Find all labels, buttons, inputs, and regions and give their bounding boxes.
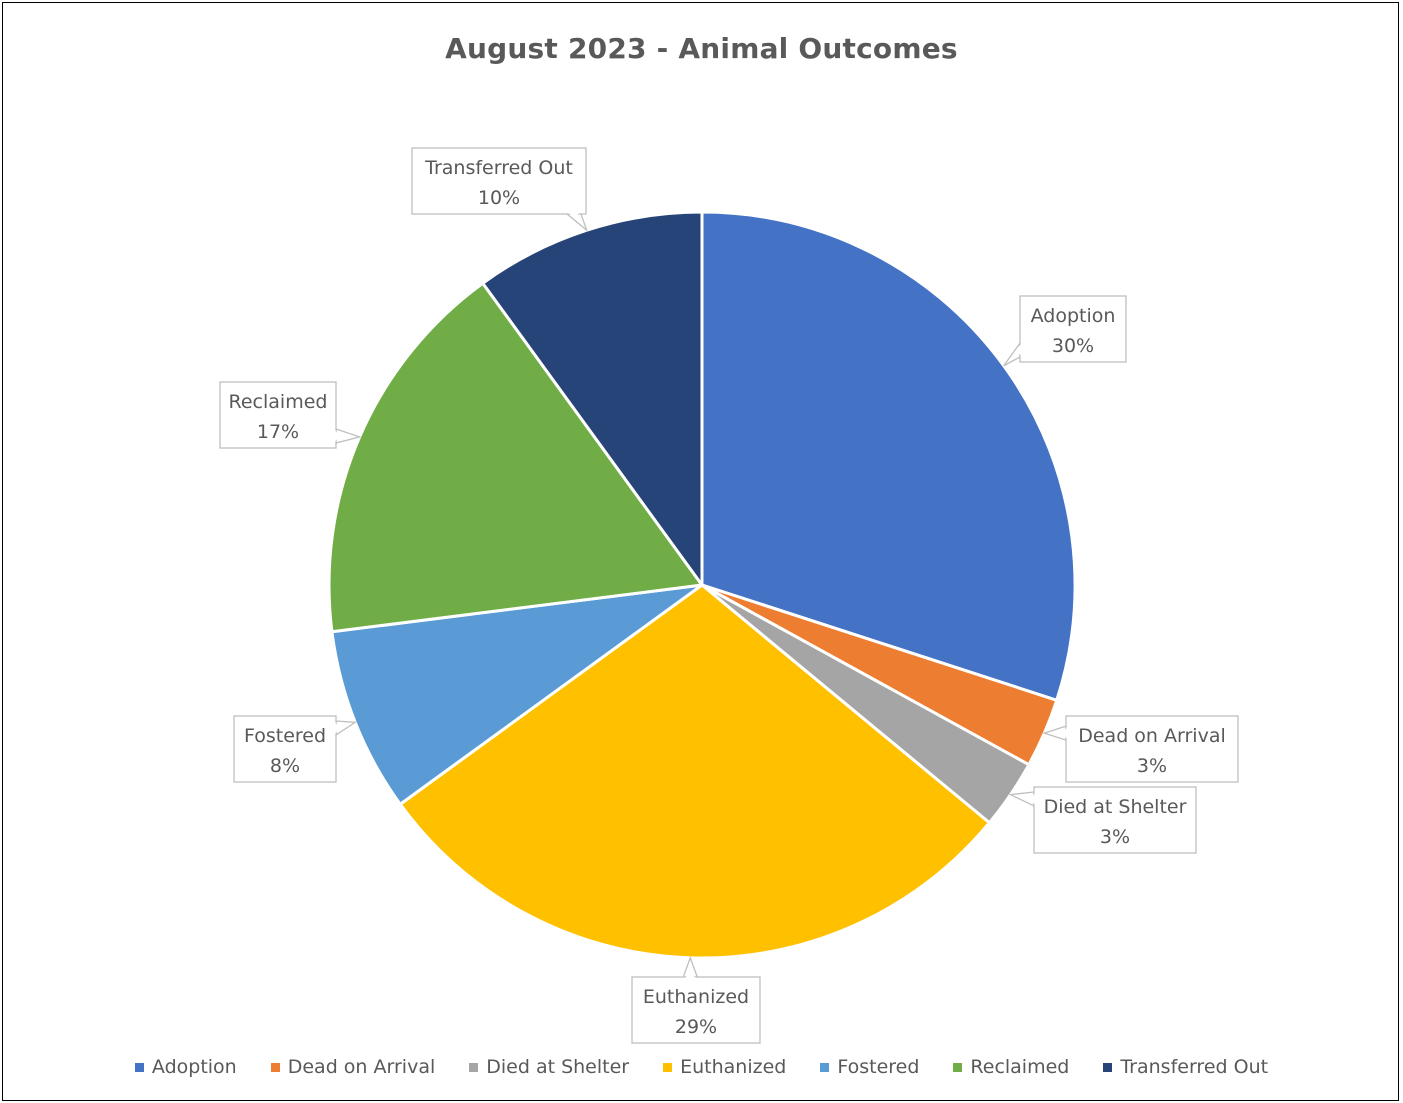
legend-item-fostered: Fostered: [820, 1056, 919, 1078]
callout-seam: [334, 429, 339, 443]
callout-reclaimed: Reclaimed 17%: [219, 381, 362, 449]
callout-seam: [1017, 343, 1022, 357]
legend-swatch: [469, 1062, 479, 1072]
legend-label: Reclaimed: [970, 1056, 1070, 1078]
legend-item-transferred-out: Transferred Out: [1103, 1056, 1268, 1078]
callout-pointer: [1008, 791, 1035, 808]
data-label-value: 3%: [1137, 755, 1167, 777]
callout-dead-on-arrival: Dead on Arrival 3%: [1042, 715, 1239, 783]
data-label-category: Transferred Out: [424, 157, 573, 179]
callout-box: [1065, 715, 1239, 783]
legend-swatch: [134, 1062, 144, 1072]
callout-adoption: Adoption 30%: [1003, 295, 1127, 367]
callout-died-at-shelter: Died at Shelter 3%: [1008, 786, 1197, 854]
callout-box: [219, 381, 337, 449]
legend-swatch: [663, 1062, 673, 1072]
legend-swatch: [1103, 1062, 1113, 1072]
callout-box: [631, 976, 761, 1044]
callout-transferred-out: Transferred Out 10%: [411, 147, 589, 233]
data-label-value: 30%: [1052, 335, 1094, 357]
legend-swatch: [820, 1062, 830, 1072]
data-label-category: Fostered: [244, 725, 326, 747]
callout-pointer: [335, 428, 362, 444]
callout-seam: [1031, 792, 1036, 806]
data-label-category: Adoption: [1031, 305, 1116, 327]
data-label-value: 29%: [675, 1016, 717, 1038]
legend-label: Transferred Out: [1120, 1056, 1269, 1078]
callout-seam: [567, 212, 581, 217]
callout-pointer: [1003, 340, 1021, 367]
callout-euthanized: Euthanized 29%: [631, 955, 761, 1044]
callout-pointer: [565, 213, 589, 233]
data-label-category: Reclaimed: [229, 391, 328, 413]
callout-seam: [334, 721, 339, 735]
legend-label: Fostered: [837, 1056, 920, 1078]
callout-box: [411, 147, 587, 215]
chart-legend: Adoption Dead on Arrival Died at Shelter Eu…: [0, 1056, 1403, 1078]
pie-slices: [327, 210, 1077, 960]
callout-seam: [684, 974, 697, 979]
data-label-value: 17%: [257, 421, 299, 443]
legend-item-died-at-shelter: Died at Shelter: [469, 1056, 629, 1078]
callout-box: [233, 715, 337, 783]
data-label-category: Euthanized: [643, 986, 749, 1008]
chart-title: August 2023 - Animal Outcomes: [445, 32, 958, 65]
legend-item-adoption: Adoption: [134, 1056, 237, 1078]
data-label-value: 8%: [270, 755, 300, 777]
callout-box: [1033, 786, 1197, 854]
legend-swatch: [270, 1062, 280, 1072]
data-label-category: Died at Shelter: [1044, 796, 1187, 818]
legend-item-euthanized: Euthanized: [663, 1056, 786, 1078]
legend-label: Euthanized: [680, 1056, 787, 1078]
callout-seam: [1063, 726, 1068, 740]
legend-label: Died at Shelter: [486, 1056, 630, 1078]
callout-box: [1019, 295, 1127, 363]
legend-item-reclaimed: Reclaimed: [953, 1056, 1069, 1078]
legend-label: Adoption: [151, 1056, 237, 1078]
legend-swatch: [953, 1062, 963, 1072]
legend-label: Dead on Arrival: [287, 1056, 436, 1078]
callout-fostered: Fostered 8%: [233, 715, 358, 783]
data-label-value: 3%: [1100, 826, 1130, 848]
data-label-category: Dead on Arrival: [1078, 725, 1226, 747]
data-label-value: 10%: [478, 187, 520, 209]
legend-item-dead-on-arrival: Dead on Arrival: [270, 1056, 436, 1078]
